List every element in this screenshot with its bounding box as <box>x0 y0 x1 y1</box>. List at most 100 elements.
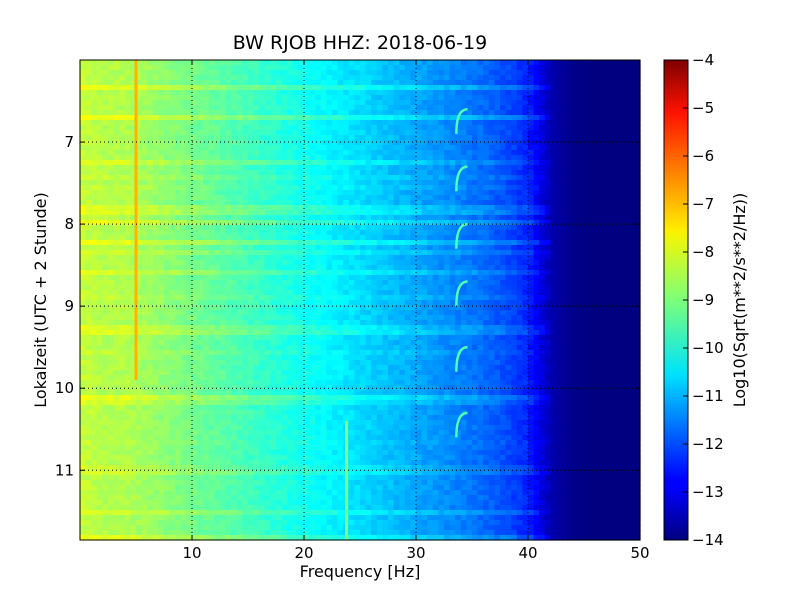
heatmap-cell <box>141 135 148 141</box>
heatmap-cell <box>578 120 585 126</box>
heatmap-cell <box>556 280 563 286</box>
heatmap-cell <box>444 180 451 186</box>
heatmap-cell <box>130 140 137 146</box>
heatmap-cell <box>186 250 193 256</box>
heatmap-cell <box>214 155 221 161</box>
heatmap-cell <box>511 200 518 206</box>
heatmap-cell <box>393 190 400 196</box>
heatmap-cell <box>130 255 137 261</box>
heatmap-cell <box>298 195 305 201</box>
heatmap-cell <box>533 250 540 256</box>
heatmap-cell <box>292 85 299 91</box>
heatmap-cell <box>147 90 154 96</box>
heatmap-cell <box>494 145 501 151</box>
heatmap-cell <box>80 220 87 226</box>
heatmap-cell <box>488 195 495 201</box>
heatmap-cell <box>169 125 176 131</box>
heatmap-cell <box>561 205 568 211</box>
heatmap-cell <box>343 255 350 261</box>
heatmap-cell <box>360 110 367 116</box>
heatmap-cell <box>332 230 339 236</box>
heatmap-cell <box>214 260 221 266</box>
heatmap-cell <box>124 200 131 206</box>
heatmap-cell <box>298 160 305 166</box>
heatmap-cell <box>500 115 507 121</box>
heatmap-cell <box>354 90 361 96</box>
heatmap-cell <box>259 70 266 76</box>
heatmap-cell <box>488 95 495 101</box>
heatmap-cell <box>528 150 535 156</box>
heatmap-cell <box>113 160 120 166</box>
heatmap-cell <box>180 215 187 221</box>
heatmap-cell <box>152 300 159 306</box>
heatmap-cell <box>494 225 501 231</box>
heatmap-cell <box>147 175 154 181</box>
heatmap-cell <box>304 255 311 261</box>
heatmap-cell <box>225 270 232 276</box>
heatmap-cell <box>175 290 182 296</box>
heatmap-cell <box>332 120 339 126</box>
heatmap-cell <box>427 70 434 76</box>
heatmap-cell <box>421 145 428 151</box>
heatmap-cell <box>404 155 411 161</box>
heatmap-cell <box>623 95 630 101</box>
heatmap-cell <box>444 230 451 236</box>
heatmap-cell <box>108 115 115 121</box>
heatmap-cell <box>438 80 445 86</box>
heatmap-cell <box>533 85 540 91</box>
heatmap-cell <box>281 165 288 171</box>
heatmap-cell <box>85 110 92 116</box>
heatmap-cell <box>449 255 456 261</box>
heatmap-cell <box>192 160 199 166</box>
heatmap-cell <box>578 225 585 231</box>
heatmap-cell <box>141 105 148 111</box>
heatmap-cell <box>292 295 299 301</box>
heatmap-cell <box>208 280 215 286</box>
heatmap-cell <box>337 210 344 216</box>
heatmap-cell <box>360 150 367 156</box>
heatmap-cell <box>259 120 266 126</box>
heatmap-cell <box>119 220 126 226</box>
heatmap-cell <box>371 200 378 206</box>
heatmap-cell <box>108 180 115 186</box>
heatmap-cell <box>298 180 305 186</box>
heatmap-cell <box>147 240 154 246</box>
heatmap-cell <box>298 210 305 216</box>
heatmap-cell <box>298 120 305 126</box>
heatmap-cell <box>186 210 193 216</box>
heatmap-cell <box>253 120 260 126</box>
heatmap-cell <box>225 70 232 76</box>
heatmap-cell <box>511 225 518 231</box>
heatmap-cell <box>388 260 395 266</box>
heatmap-cell <box>354 195 361 201</box>
heatmap-cell <box>175 130 182 136</box>
heatmap-cell <box>136 70 143 76</box>
heatmap-cell <box>96 240 103 246</box>
heatmap-cell <box>550 80 557 86</box>
heatmap-cell <box>539 125 546 131</box>
heatmap-cell <box>427 185 434 191</box>
heatmap-cell <box>438 210 445 216</box>
heatmap-cell <box>399 80 406 86</box>
heatmap-cell <box>119 235 126 241</box>
heatmap-cell <box>617 280 624 286</box>
heatmap-cell <box>556 230 563 236</box>
heatmap-cell <box>208 270 215 276</box>
heatmap-cell <box>438 300 445 306</box>
heatmap-cell <box>455 200 462 206</box>
heatmap-cell <box>522 290 529 296</box>
heatmap-cell <box>158 70 165 76</box>
heatmap-cell <box>483 185 490 191</box>
heatmap-cell <box>192 280 199 286</box>
heatmap-cell <box>472 115 479 121</box>
heatmap-cell <box>544 245 551 251</box>
heatmap-cell <box>276 155 283 161</box>
heatmap-cell <box>169 135 176 141</box>
heatmap-cell <box>225 245 232 251</box>
heatmap-cell <box>298 185 305 191</box>
heatmap-cell <box>231 305 238 311</box>
heatmap-cell <box>399 270 406 276</box>
heatmap-cell <box>511 175 518 181</box>
heatmap-cell <box>354 270 361 276</box>
heatmap-cell <box>304 295 311 301</box>
